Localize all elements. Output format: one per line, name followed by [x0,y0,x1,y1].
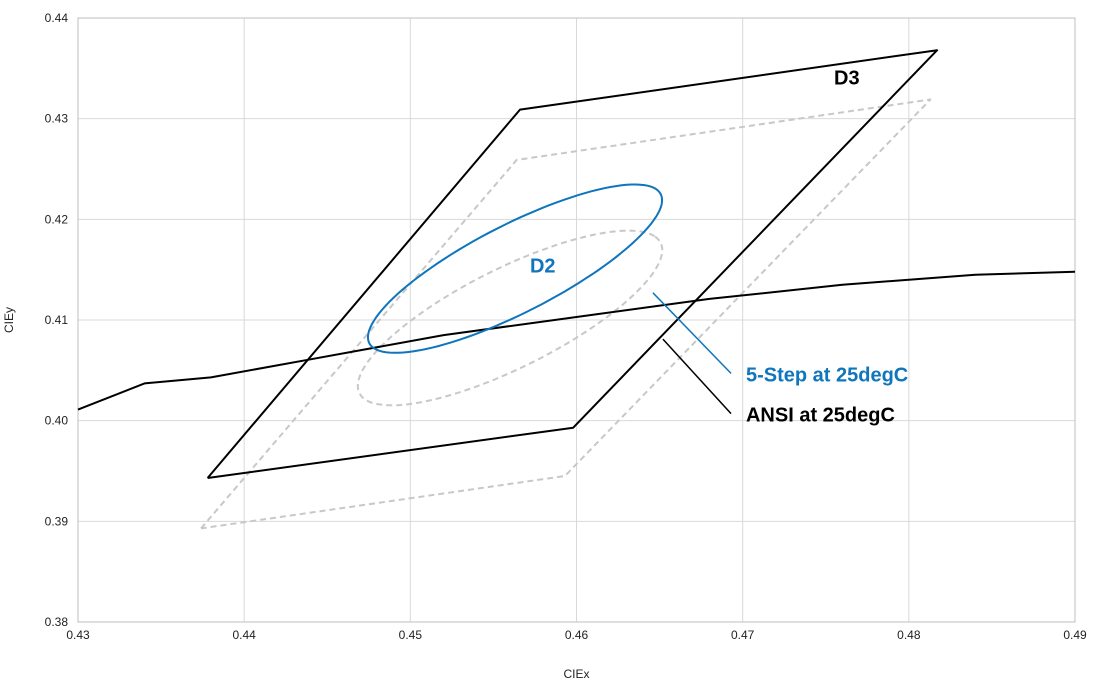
x-tick-label: 0.45 [399,628,423,642]
x-tick-label: 0.48 [897,628,921,642]
series-line-solid-black [206,49,939,479]
annotation-leader-line [662,338,732,415]
series-line-solid-black-curve [77,270,1076,411]
x-tick-label: 0.44 [232,628,256,642]
ellipse-dashed-gray [356,229,664,407]
y-tick-label: 0.39 [45,514,69,528]
annotations: D3 D2 5-Step at 25degC ANSI at 25degC [530,67,908,426]
y-tick-label: 0.41 [45,313,69,327]
annotation-label: D2 [530,256,556,278]
series-layer [77,49,1076,530]
annotation-label: D3 [834,67,860,89]
x-tick-label: 0.43 [66,628,90,642]
tick-labels: 0.43 0.44 0.45 0.46 0.47 0.48 0.49 0.38 0.39 0.40… [45,11,1087,642]
annotation-leader-line [652,292,732,374]
plot-area [77,17,1076,623]
y-tick-label: 0.42 [45,212,69,226]
y-tick-label: 0.43 [45,112,69,126]
x-tick-label: 0.47 [731,628,755,642]
y-tick-label: 0.44 [45,11,69,25]
ellipse-solid-blue [367,183,663,354]
x-tick-label: 0.49 [1063,628,1087,642]
y-tick-label: 0.38 [45,615,69,629]
grid-layer [77,17,1076,623]
x-axis-title: CIEx [563,667,589,681]
x-tick-label: 0.46 [565,628,589,642]
y-axis-title: CIEy [2,307,16,333]
annotation-label: 5-Step at 25degC [746,364,908,386]
annotation-label: ANSI at 25degC [746,405,895,427]
y-tick-label: 0.40 [45,414,69,428]
